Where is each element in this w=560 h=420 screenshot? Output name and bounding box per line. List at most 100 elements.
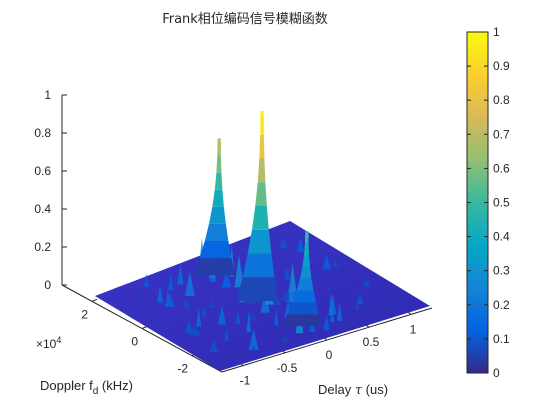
sidelobe-ripple — [224, 328, 229, 341]
x-tick-label: 1 — [410, 322, 417, 336]
colorbar-tick-label: 0.3 — [493, 264, 510, 278]
sidelobe-ripple — [234, 254, 244, 288]
sidelobe-ripple — [322, 253, 331, 269]
sidelobe-ripple — [260, 290, 270, 313]
peak-0-band — [214, 172, 223, 190]
sidelobe-ripple — [164, 292, 175, 307]
z-tick-label: 1 — [44, 88, 51, 102]
y-axis-multiplier: ×104 — [36, 335, 61, 351]
colorbar-tick-label: 0.2 — [493, 298, 510, 312]
x-tick-label: 0 — [326, 348, 333, 362]
sidelobe-ripple — [280, 291, 290, 301]
y-tick-label: 0 — [131, 335, 138, 349]
peak-2-band — [302, 255, 311, 267]
sidelobe-ripple — [196, 307, 202, 327]
sidelobe-ripple — [246, 310, 252, 333]
peak-2-band — [281, 314, 323, 327]
z-tick-label: 0.6 — [34, 164, 51, 178]
sidelobe-ripple — [247, 311, 257, 320]
peak-0-band — [193, 258, 236, 276]
peak-2-band — [299, 266, 312, 279]
sidelobe-ripple — [189, 325, 200, 336]
sidelobe-ripple — [167, 274, 174, 290]
colorbar-tick-label: 0.5 — [493, 196, 510, 210]
colorbar-tick-label: 0.1 — [493, 332, 510, 346]
sidelobe-ripple — [184, 271, 195, 297]
peak-0-tip — [217, 138, 222, 145]
sidelobe-ripple — [143, 273, 150, 287]
y-tick-mark — [91, 298, 98, 302]
sidelobe-ripple — [251, 344, 256, 352]
sidelobe-ripple — [235, 311, 241, 324]
peak-1-band — [242, 253, 275, 278]
peak-0-band — [212, 189, 224, 207]
y-tick-label: 2 — [81, 307, 88, 321]
peak-1-band — [257, 158, 266, 183]
peak-1-band — [247, 229, 272, 254]
sidelobe-ripple — [296, 237, 305, 253]
colorbar-tick-label: 0.6 — [493, 161, 510, 175]
colorbar-ticks: 0 0.1 0.2 0.3 0.4 0.5 0.6 0.7 0.8 0.9 1 — [467, 25, 510, 380]
sidelobe-ripple — [177, 264, 184, 285]
sidelobe-ripple — [280, 335, 289, 343]
sidelobe-ripple — [342, 267, 349, 274]
sidelobe-ripple — [221, 271, 232, 288]
sidelobe-ripple — [278, 237, 289, 249]
y-tick-mark — [141, 326, 148, 329]
sidelobe-ripple — [362, 276, 370, 287]
colorbar: 0 0.1 0.2 0.3 0.4 0.5 0.6 0.7 0.8 0.9 1 — [466, 25, 510, 380]
peak-2-band — [304, 243, 310, 256]
colorbar-tick-label: 0.9 — [493, 59, 510, 73]
x-tick-label: 0.5 — [363, 335, 380, 349]
surface-peaks — [193, 111, 323, 327]
sidelobe-ripple — [209, 339, 218, 352]
y-tick-label: -2 — [177, 362, 188, 376]
x-tick-label: -1 — [240, 374, 251, 388]
sidelobe-ripple — [157, 284, 163, 303]
colorbar-tick-label: 0 — [493, 366, 500, 380]
colorbar-tick-label: 0.4 — [493, 230, 510, 244]
z-axis-ticks: 0 0.2 0.4 0.6 0.8 1 — [34, 88, 67, 292]
sidelobe-ripple — [274, 308, 279, 326]
x-axis-ticks: -1 -0.5 0 0.5 1 — [238, 310, 417, 388]
peak-2-band — [287, 302, 320, 315]
sidelobe-ripple — [201, 304, 207, 317]
sidelobe-ripple — [288, 263, 297, 292]
peak-0-band — [216, 155, 222, 173]
peak-1-tip — [260, 111, 265, 117]
sidelobe-ripple — [323, 314, 330, 331]
peak-0-band — [204, 223, 229, 242]
x-axis-label: Delay τ (us) — [318, 382, 388, 398]
peak-2-tip — [305, 231, 310, 238]
sidelobe-ripple — [207, 299, 216, 308]
sidelobe-ripple — [184, 320, 193, 333]
peak-2-band — [296, 278, 314, 291]
sidelobe-ripple — [336, 302, 343, 321]
x-tick-label: -0.5 — [277, 361, 298, 375]
y-axis-label: Doppler fd (kHz) — [40, 378, 133, 397]
z-tick-label: 0.4 — [34, 202, 51, 216]
peak-1-band — [236, 277, 279, 301]
colorbar-tick-label: 0.8 — [493, 93, 510, 107]
sidelobe-ripple — [217, 305, 227, 325]
z-tick-label: 0 — [44, 278, 51, 292]
sidelobe-ripple — [138, 292, 144, 300]
colorbar-tick-label: 1 — [493, 25, 500, 39]
peak-1-band — [255, 182, 267, 206]
sidelobe-ripple — [164, 277, 171, 284]
z-tick-label: 0.2 — [34, 240, 51, 254]
sidelobe-ripple — [283, 267, 290, 280]
peak-0-band — [208, 206, 226, 224]
peak-0-band — [199, 241, 232, 259]
surface-plot — [95, 111, 430, 371]
sidelobe-ripple — [332, 258, 339, 268]
sidelobe-ripple — [328, 292, 334, 316]
sidelobe-ripple — [356, 292, 364, 304]
sidelobe-ripple — [182, 298, 191, 309]
sidelobe-ripple — [222, 326, 231, 333]
sidelobe-ripple — [355, 300, 360, 310]
chart-title: Frank相位编码信号模糊函数 — [162, 11, 328, 27]
sidelobe-ripple — [325, 266, 331, 274]
peak-2-band — [292, 290, 316, 303]
